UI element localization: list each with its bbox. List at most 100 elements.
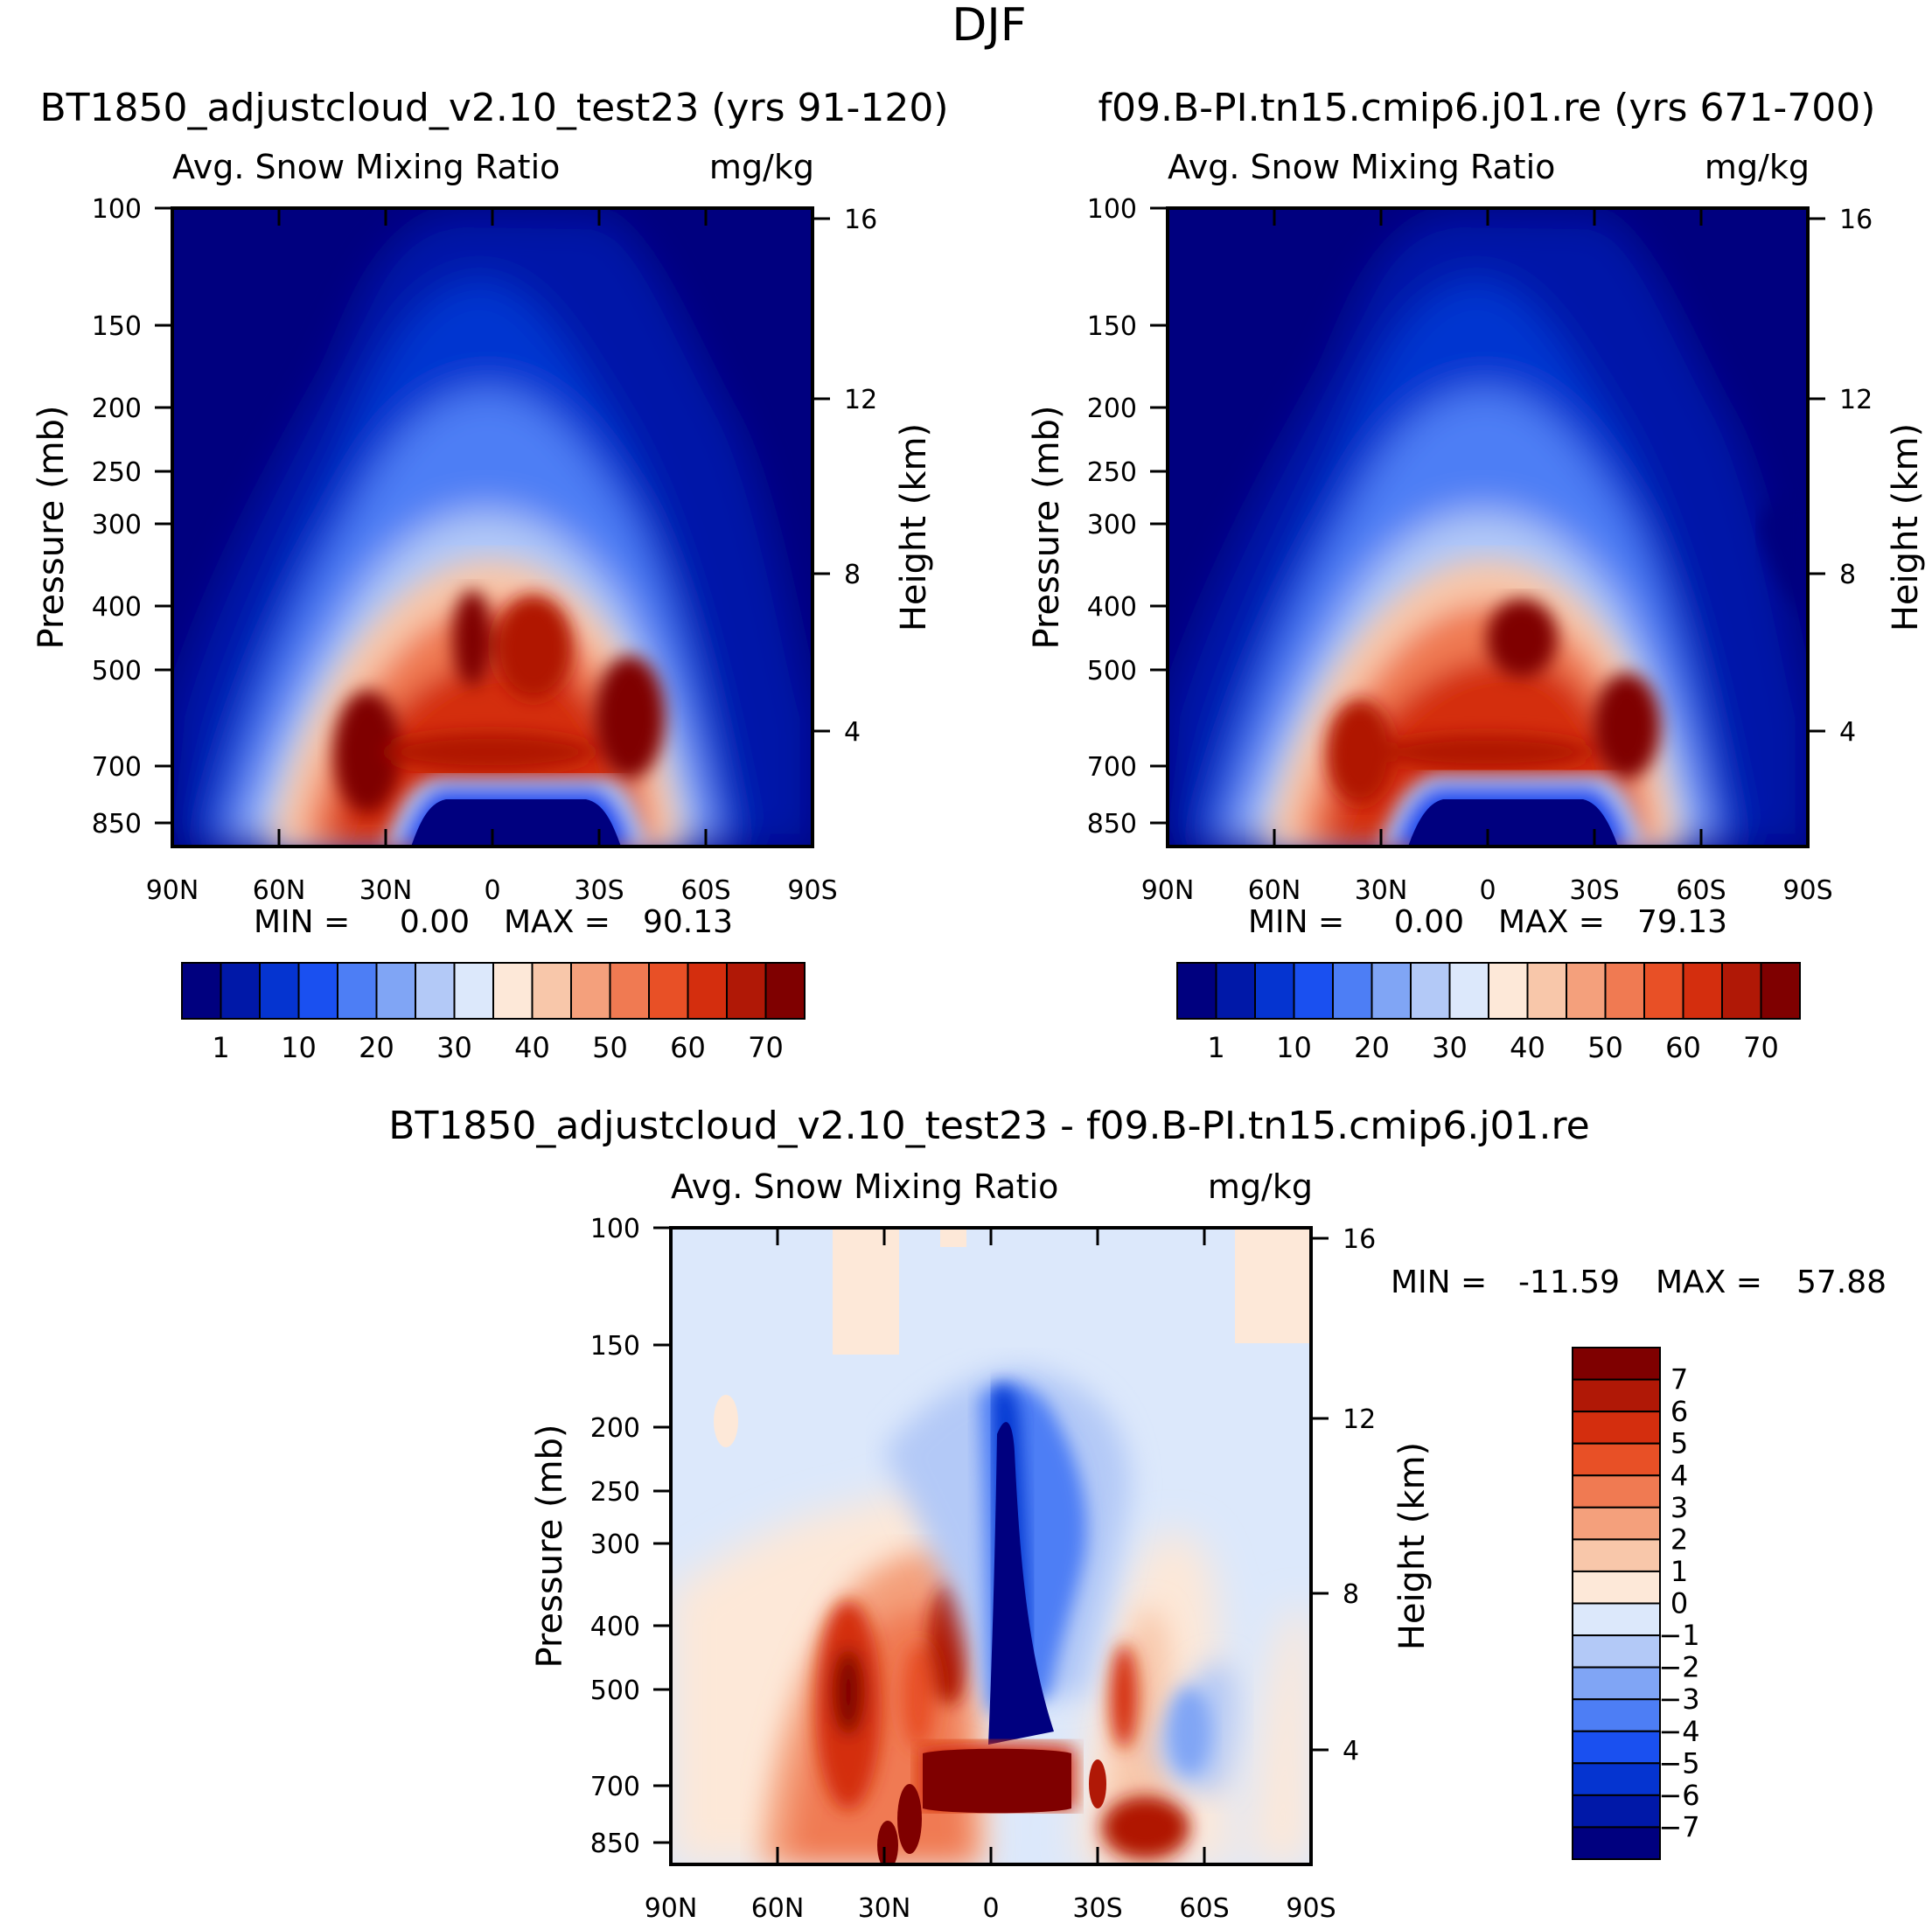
panel-title: BT1850_adjustcloud_v2.10_test23 (yrs 91-…: [39, 86, 948, 130]
max-label: MAX =: [1498, 904, 1605, 940]
min-label: MIN =: [254, 904, 350, 940]
colorbar-label: −4: [1658, 1715, 1699, 1748]
pressure-tick-label: 250: [590, 1477, 640, 1508]
colorbar-swatch: [181, 962, 222, 1020]
colorbar-label: 1: [1670, 1555, 1688, 1588]
units-label: mg/kg: [1705, 148, 1810, 186]
x-axis: 90N 60N 30N 0 30S 60S 90S: [645, 1228, 1336, 1923]
height-axis: 16 12 8 4 Height (km): [1808, 205, 1926, 748]
variable-label: Avg. Snow Mixing Ratio: [1168, 148, 1555, 186]
units-label: mg/kg: [709, 148, 814, 186]
colorbar-label: 60: [1665, 1031, 1701, 1064]
pressure-tick-label: 850: [1087, 809, 1137, 840]
colorbar-swatch: [1176, 962, 1217, 1020]
height-tick-label: 8: [1839, 560, 1856, 590]
pressure-tick-label: 500: [1087, 656, 1137, 686]
colorbar-swatch: [1572, 1602, 1661, 1637]
colorbar-swatch: [1760, 962, 1801, 1020]
x-tick-label: 30S: [574, 875, 624, 906]
x-tick-label: 0: [1479, 875, 1496, 906]
y-axis-label: Pressure (mb): [31, 405, 72, 649]
x-tick-label: 60S: [1179, 1893, 1229, 1923]
height-tick-label: 12: [844, 385, 877, 415]
pressure-axis: 100 150 200 250 300 400 500 700 850 Pres…: [1027, 194, 1168, 840]
colorbar-label: 40: [514, 1031, 550, 1064]
colorbar-swatch: [1572, 1347, 1661, 1381]
colorbar-swatch: [259, 962, 300, 1020]
pressure-tick-label: 150: [1087, 311, 1137, 342]
x-axis: 90N 60N 30N 0 30S 60S 90S: [146, 208, 838, 906]
colorbar-swatch: [492, 962, 534, 1020]
height-tick-label: 4: [1343, 1736, 1359, 1766]
height-tick-label: 8: [1343, 1579, 1359, 1610]
colorbar-swatch: [1572, 1826, 1661, 1860]
colorbar-label: 4: [1670, 1459, 1688, 1492]
y2-axis-label: Height (km): [1886, 423, 1926, 631]
colorbar-swatch: [1643, 962, 1684, 1020]
figure-title: DJF: [952, 0, 1026, 52]
colorbar-label: 10: [281, 1031, 317, 1064]
pressure-tick-label: 200: [590, 1413, 640, 1444]
x-tick-label: 30S: [1569, 875, 1619, 906]
colorbar-swatch: [375, 962, 416, 1020]
panel-control: f09.B-PI.tn15.cmip6.j01.re (yrs 671-700)…: [1027, 86, 1926, 1064]
x-tick-label: 60S: [680, 875, 730, 906]
contour-field: [1168, 208, 1808, 847]
colorbar-label: 50: [1587, 1031, 1623, 1064]
colorbar-swatch: [1572, 1506, 1661, 1541]
x-tick-label: 60N: [1248, 875, 1301, 906]
colorbar-swatch: [1254, 962, 1295, 1020]
contour-field: [172, 208, 813, 847]
pressure-tick-label: 200: [92, 394, 142, 424]
height-axis: 16 12 8 4 Height (km): [1311, 1224, 1433, 1766]
pressure-tick-label: 400: [1087, 592, 1137, 623]
colorbar-label: 50: [592, 1031, 628, 1064]
colorbar-label: 2: [1670, 1522, 1688, 1556]
colorbar-label: 7: [1670, 1363, 1688, 1397]
max-value: 57.88: [1796, 1265, 1887, 1300]
colorbar-swatch: [1572, 1411, 1661, 1445]
colorbar-swatch: [1572, 1538, 1661, 1572]
x-tick-label: 30N: [359, 875, 413, 906]
x-tick-label: 60S: [1676, 875, 1726, 906]
pressure-tick-label: 500: [590, 1676, 640, 1706]
colorbar-swatch: [531, 962, 572, 1020]
colorbar-label: 1: [212, 1031, 229, 1064]
max-value: 79.13: [1637, 904, 1727, 940]
colorbar-swatch: [726, 962, 767, 1020]
max-label: MAX =: [504, 904, 610, 940]
pressure-tick-label: 100: [590, 1214, 640, 1244]
pressure-axis: 100 150 200 250 300 400 500 700 850 Pres…: [31, 194, 172, 840]
colorbar-swatch: [1572, 1442, 1661, 1477]
pressure-tick-label: 700: [92, 752, 142, 783]
pressure-tick-label: 300: [1087, 510, 1137, 540]
colorbar-label: 0: [1670, 1587, 1688, 1620]
colorbar-swatch: [1215, 962, 1256, 1020]
colorbar-label: 70: [748, 1031, 784, 1064]
pressure-tick-label: 250: [92, 457, 142, 488]
pressure-tick-label: 400: [590, 1612, 640, 1642]
colorbar-swatch: [415, 962, 456, 1020]
pressure-axis: 100 150 200 250 300 400 500 700 850 Pres…: [530, 1214, 671, 1859]
colorbar-label: 30: [1432, 1031, 1468, 1064]
colorbar-label: −1: [1658, 1619, 1699, 1652]
x-tick-label: 30N: [1355, 875, 1408, 906]
colorbar-swatch: [1293, 962, 1334, 1020]
panel-title: BT1850_adjustcloud_v2.10_test23 - f09.B-…: [388, 1104, 1589, 1148]
colorbar-label: 5: [1670, 1427, 1688, 1460]
contour-field: [671, 1228, 1311, 1864]
x-tick-label: 30S: [1072, 1893, 1122, 1923]
height-tick-label: 4: [844, 717, 861, 748]
colorbar-swatch: [1572, 1762, 1661, 1796]
colorbar-swatch: [1332, 962, 1373, 1020]
colorbar-swatch: [1526, 962, 1567, 1020]
colorbar-label: −3: [1658, 1683, 1699, 1716]
min-max-readout: MIN = 0.00 MAX = 90.13: [254, 904, 733, 940]
colorbar-swatch: [1572, 1474, 1661, 1508]
colorbar-label: 30: [436, 1031, 472, 1064]
variable-label: Avg. Snow Mixing Ratio: [671, 1167, 1058, 1206]
max-value: 90.13: [643, 904, 733, 940]
colorbar-swatch: [1572, 1698, 1661, 1732]
x-tick-label: 0: [484, 875, 500, 906]
colorbar-label: −6: [1658, 1779, 1699, 1812]
